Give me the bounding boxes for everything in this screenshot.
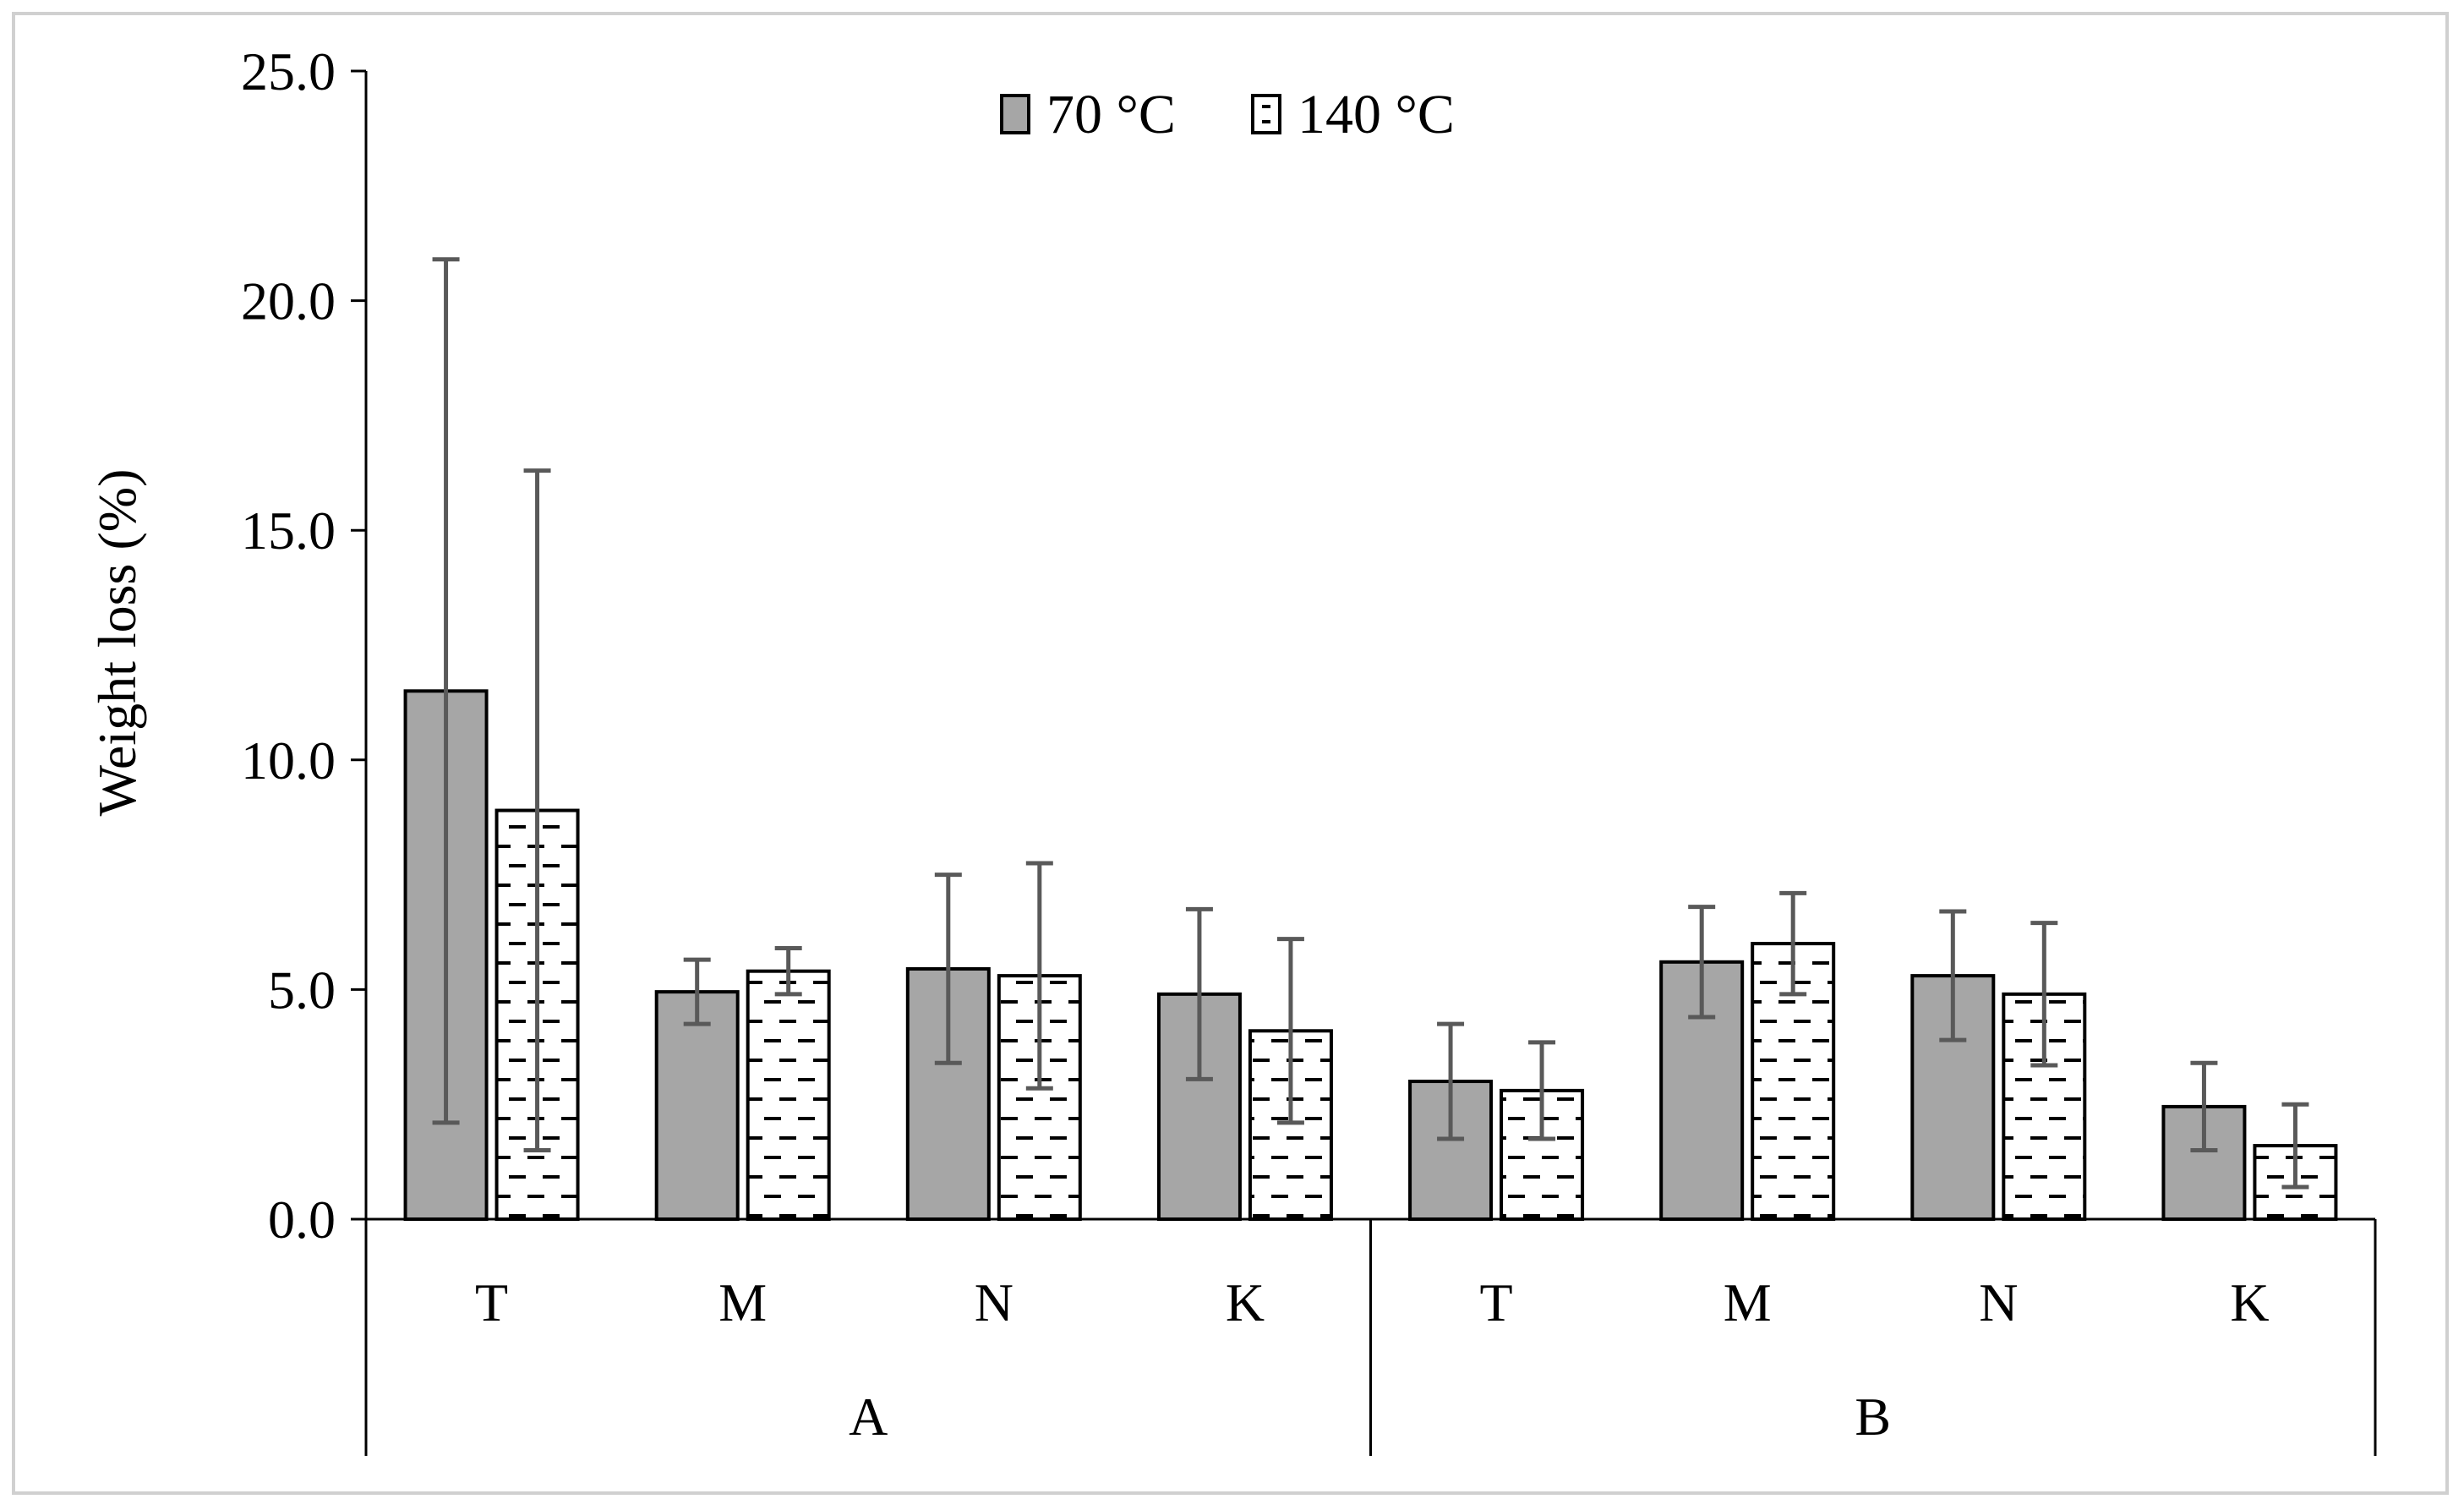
x-category-label: N [975, 1272, 1013, 1332]
error-bar [2281, 1102, 2309, 1190]
y-tick-label: 15.0 [241, 501, 336, 561]
x-category-label: T [1480, 1272, 1513, 1332]
y-tick-label: 0.0 [268, 1190, 336, 1250]
error-bar [1185, 906, 1213, 1081]
legend-swatch-70 [1000, 94, 1030, 134]
y-tick-label: 5.0 [268, 960, 336, 1020]
x-group-label: A [849, 1387, 888, 1447]
error-bar [774, 946, 802, 997]
legend-label-140: 140 °C [1298, 84, 1455, 145]
error-bar [1025, 861, 1053, 1091]
x-group-label: B [1855, 1387, 1891, 1447]
error-bar [1276, 937, 1304, 1125]
error-bar [1437, 1021, 1465, 1141]
error-bar [1528, 1040, 1556, 1141]
bar-140c [746, 969, 831, 1221]
error-bar [934, 873, 962, 1065]
error-bar [1688, 905, 1716, 1020]
y-tick-label: 20.0 [241, 271, 336, 331]
legend-swatch-140 [1251, 94, 1281, 134]
error-bar [2190, 1060, 2218, 1153]
y-tick-label: 10.0 [241, 730, 336, 791]
error-bar [683, 957, 711, 1026]
y-axis-label: Weight loss (%) [87, 469, 147, 817]
x-category-label: K [2230, 1272, 2269, 1332]
error-bar [1779, 890, 1807, 997]
error-bar [432, 257, 460, 1125]
x-category-label: K [1226, 1272, 1265, 1332]
legend-label-70: 70 °C [1046, 84, 1176, 145]
legend: 70 °C 140 °C [1000, 84, 1455, 145]
error-bar [523, 468, 551, 1153]
x-category-label: T [475, 1272, 508, 1332]
x-category-label: M [1724, 1272, 1772, 1332]
x-category-label: M [718, 1272, 767, 1332]
error-bar [2030, 921, 2058, 1068]
x-category-label: N [1979, 1272, 2018, 1332]
error-bar [1939, 909, 1967, 1042]
y-tick-label: 25.0 [241, 41, 336, 101]
